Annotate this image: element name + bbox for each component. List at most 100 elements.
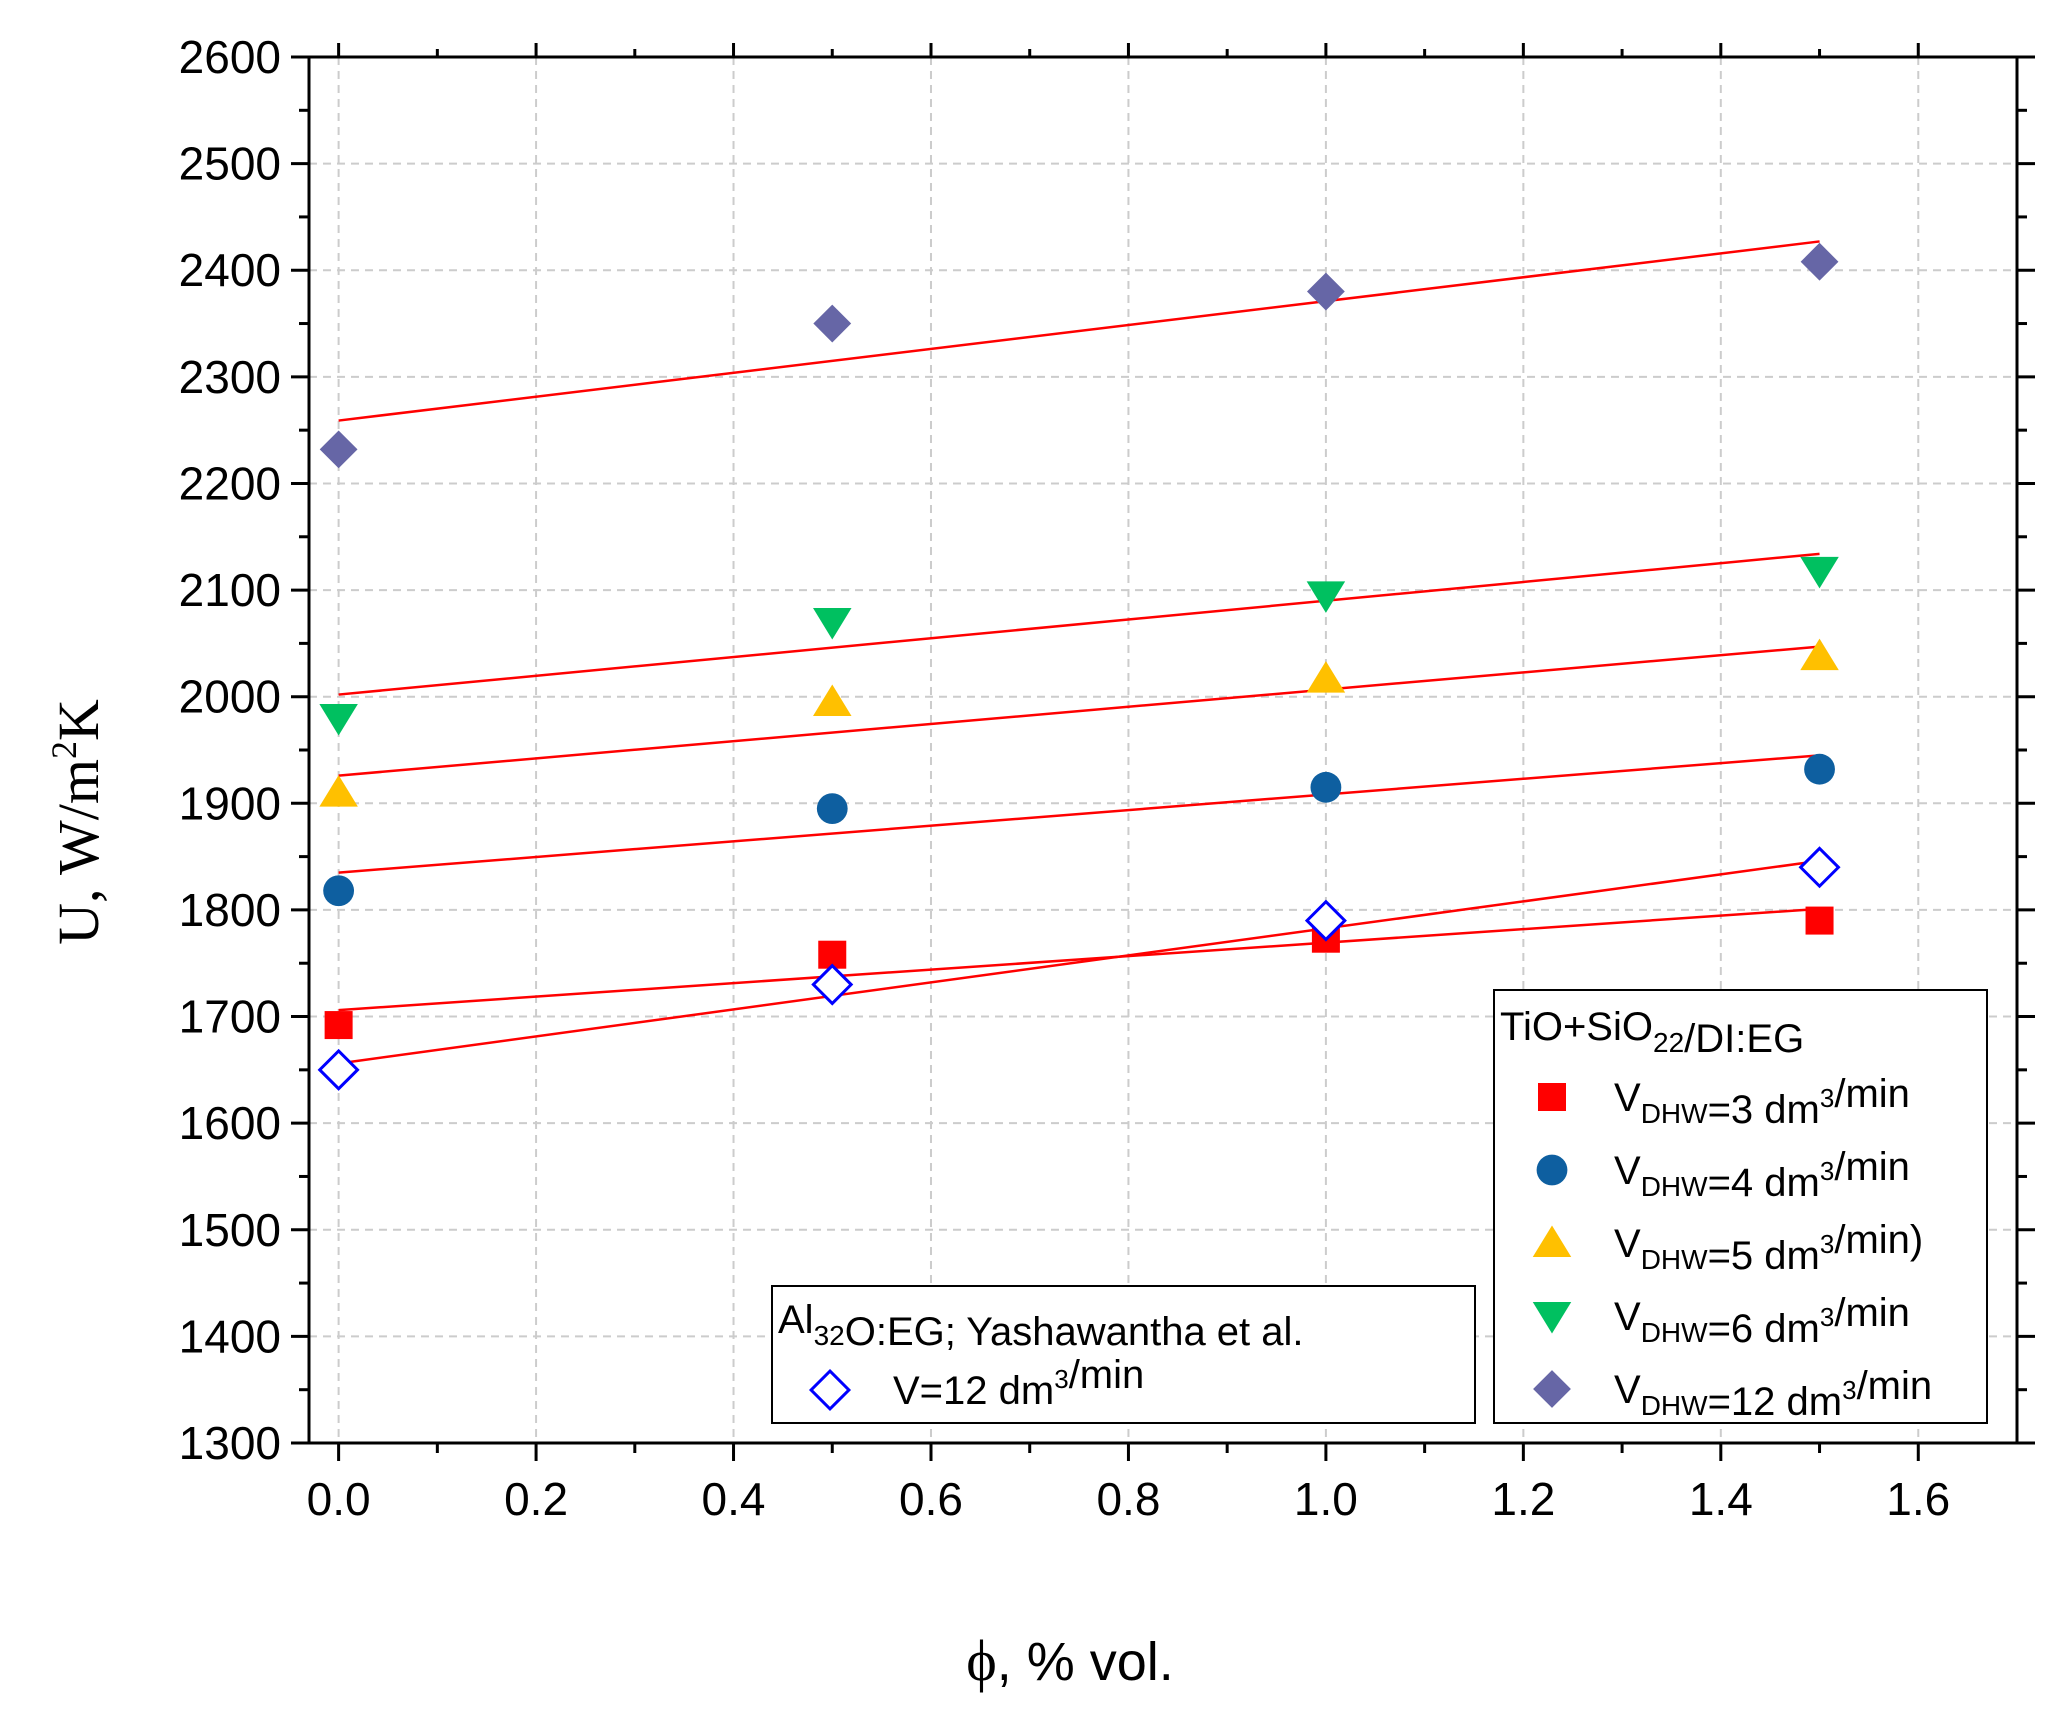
data-point-diamond (811, 963, 854, 1006)
data-point-triangle-down (319, 704, 358, 736)
legend-tio-entry-part: V (1614, 1368, 1641, 1412)
data-point-diamond (1304, 899, 1347, 942)
legend-tio-entry-part: DHW (1641, 1171, 1708, 1202)
legend-tio-entry-part: =5 dm (1708, 1234, 1820, 1278)
legend-tio-entry-part: DHW (1641, 1244, 1708, 1275)
legend-tio-marker (1538, 1083, 1566, 1111)
legend-tio-entry-part: =12 dm (1708, 1380, 1843, 1424)
legend-tio-entry-part: /min (1834, 1291, 1910, 1335)
legend-tio-entry: VDHW=6 dm3/min (1614, 1291, 1910, 1351)
legend-tio-entry-part: DHW (1641, 1390, 1708, 1421)
y-tick-label: 1400 (179, 1310, 281, 1362)
legend-tio-entry-part: =3 dm (1708, 1088, 1820, 1132)
legend-tio-entry-part: /min (1834, 1072, 1910, 1116)
legend-al-title-part: O:EG; Yashawantha et al. (845, 1310, 1304, 1354)
y-tick-labels: 1300 1400 1500 1600 1700 1800 1900 2000 2100 2200… (179, 31, 281, 1469)
legend-tio-box (1493, 989, 1988, 1424)
fit-lines (338, 240, 1820, 1065)
x-tick-label: 1.0 (1294, 1473, 1358, 1525)
y-tick-label: 1300 (179, 1417, 281, 1469)
legend-al-entry-part: /min (1069, 1353, 1145, 1397)
legend-tio-entry-part: /min (1857, 1364, 1933, 1408)
x-tick-label: 0.8 (1096, 1473, 1160, 1525)
fit-line (338, 907, 1820, 1012)
fit-line (338, 754, 1820, 874)
y-tick-label: 1900 (179, 777, 281, 829)
data-point-triangle-up (319, 775, 358, 807)
y-tick-label: 2300 (179, 351, 281, 403)
x-axis-title-symbol: ϕ (966, 1628, 997, 1693)
data-point-triangle-up (1800, 638, 1839, 671)
data-point-diamond (1800, 242, 1839, 281)
legend-tio-entry: VDHW=5 dm3/min) (1614, 1218, 1923, 1278)
data-point-diamond (1307, 272, 1345, 311)
data-point-diamond (317, 1048, 360, 1091)
data-point-circle (1310, 771, 1342, 803)
y-tick-label: 1500 (179, 1204, 281, 1256)
legend-tio-entry-part: V (1614, 1222, 1641, 1266)
legend-al-title-part: Al (778, 1298, 814, 1342)
y-tick-label: 2600 (179, 31, 281, 83)
legend-tio-entry-part: 3 (1820, 1156, 1834, 1186)
legend-tio-title-part: TiO+SiO (1500, 1005, 1653, 1049)
data-point-diamond (1798, 846, 1841, 889)
legend-tio-entry: VDHW=12 dm3/min (1614, 1364, 1932, 1424)
x-axis-title: ϕ, % vol. (966, 1628, 1174, 1693)
fit-line (338, 240, 1820, 422)
legend-al-entry-part: 3 (1054, 1364, 1068, 1394)
y-tick-label: 1600 (179, 1097, 281, 1149)
y-tick-label: 2400 (179, 244, 281, 296)
data-point-triangle-up (1306, 661, 1346, 693)
legend-tio-entry-part: V (1614, 1295, 1641, 1339)
legend-tio-entry-part: DHW (1641, 1317, 1708, 1348)
fit-line (338, 859, 1820, 1065)
legend-tio-entry-part: =6 dm (1708, 1307, 1820, 1351)
legend-tio-marker (1532, 1225, 1572, 1257)
data-point-circle (1804, 753, 1835, 785)
data-point-diamond (319, 430, 358, 469)
legend-al2o3: Al32O:EG; Yashawantha et al. V=12 dm3/min (771, 1285, 1476, 1424)
y-tick-label: 2000 (179, 671, 281, 723)
legend-tio-entry-part: V (1614, 1149, 1641, 1193)
data-points (317, 242, 1841, 1091)
data-point-diamond (813, 304, 852, 343)
fit-line (338, 645, 1820, 777)
x-tick-labels: 0.0 0.2 0.4 0.6 0.8 1.0 1.2 1.4 1.6 (307, 1473, 1951, 1525)
y-tick-label: 2200 (179, 457, 281, 509)
x-tick-label: 0.4 (702, 1473, 766, 1525)
legend-tio-title-part: /DI:EG (1684, 1017, 1804, 1061)
x-axis-title-text: , % vol. (997, 1632, 1174, 1692)
x-tick-label: 0.6 (899, 1473, 963, 1525)
legend-tio-entry-part: 3 (1820, 1083, 1834, 1113)
legend-tio-entry-part: 3 (1820, 1302, 1834, 1332)
data-point-circle (323, 875, 355, 907)
y-tick-label: 2100 (179, 564, 281, 616)
legend-tio-entry: VDHW=3 dm3/min (1614, 1072, 1910, 1132)
fit-line (338, 552, 1820, 696)
legend-al-box (771, 1285, 1476, 1424)
legend-tio-title: TiO+SiO22/DI:EG (1500, 1005, 1804, 1061)
axis-ticks (291, 43, 2035, 1461)
data-point-triangle-up (813, 684, 852, 717)
legend-tio-entry-part: 3 (1842, 1375, 1856, 1405)
data-point-square (324, 1011, 353, 1040)
y-axis-title-sup: 2 (44, 741, 84, 759)
y-tick-label: 2500 (179, 138, 281, 190)
data-point-triangle-down (813, 608, 852, 640)
legend-tio-entry: VDHW=4 dm3/min (1614, 1145, 1910, 1205)
legend-al-title: Al32O:EG; Yashawantha et al. (778, 1298, 1304, 1354)
y-tick-label: 1800 (179, 884, 281, 936)
x-tick-label: 0.0 (307, 1473, 371, 1525)
legend-al-entry-part: V=12 dm (893, 1369, 1054, 1413)
x-tick-label: 1.6 (1886, 1473, 1950, 1525)
x-tick-label: 1.4 (1689, 1473, 1753, 1525)
x-tick-label: 0.2 (504, 1473, 568, 1525)
data-point-square (1805, 906, 1834, 935)
legend-tio-entry-part: /min (1834, 1145, 1910, 1189)
y-axis-title-base: U, W/m (46, 759, 111, 945)
y-axis-title-tail: K (46, 699, 111, 741)
data-point-circle (816, 793, 848, 825)
